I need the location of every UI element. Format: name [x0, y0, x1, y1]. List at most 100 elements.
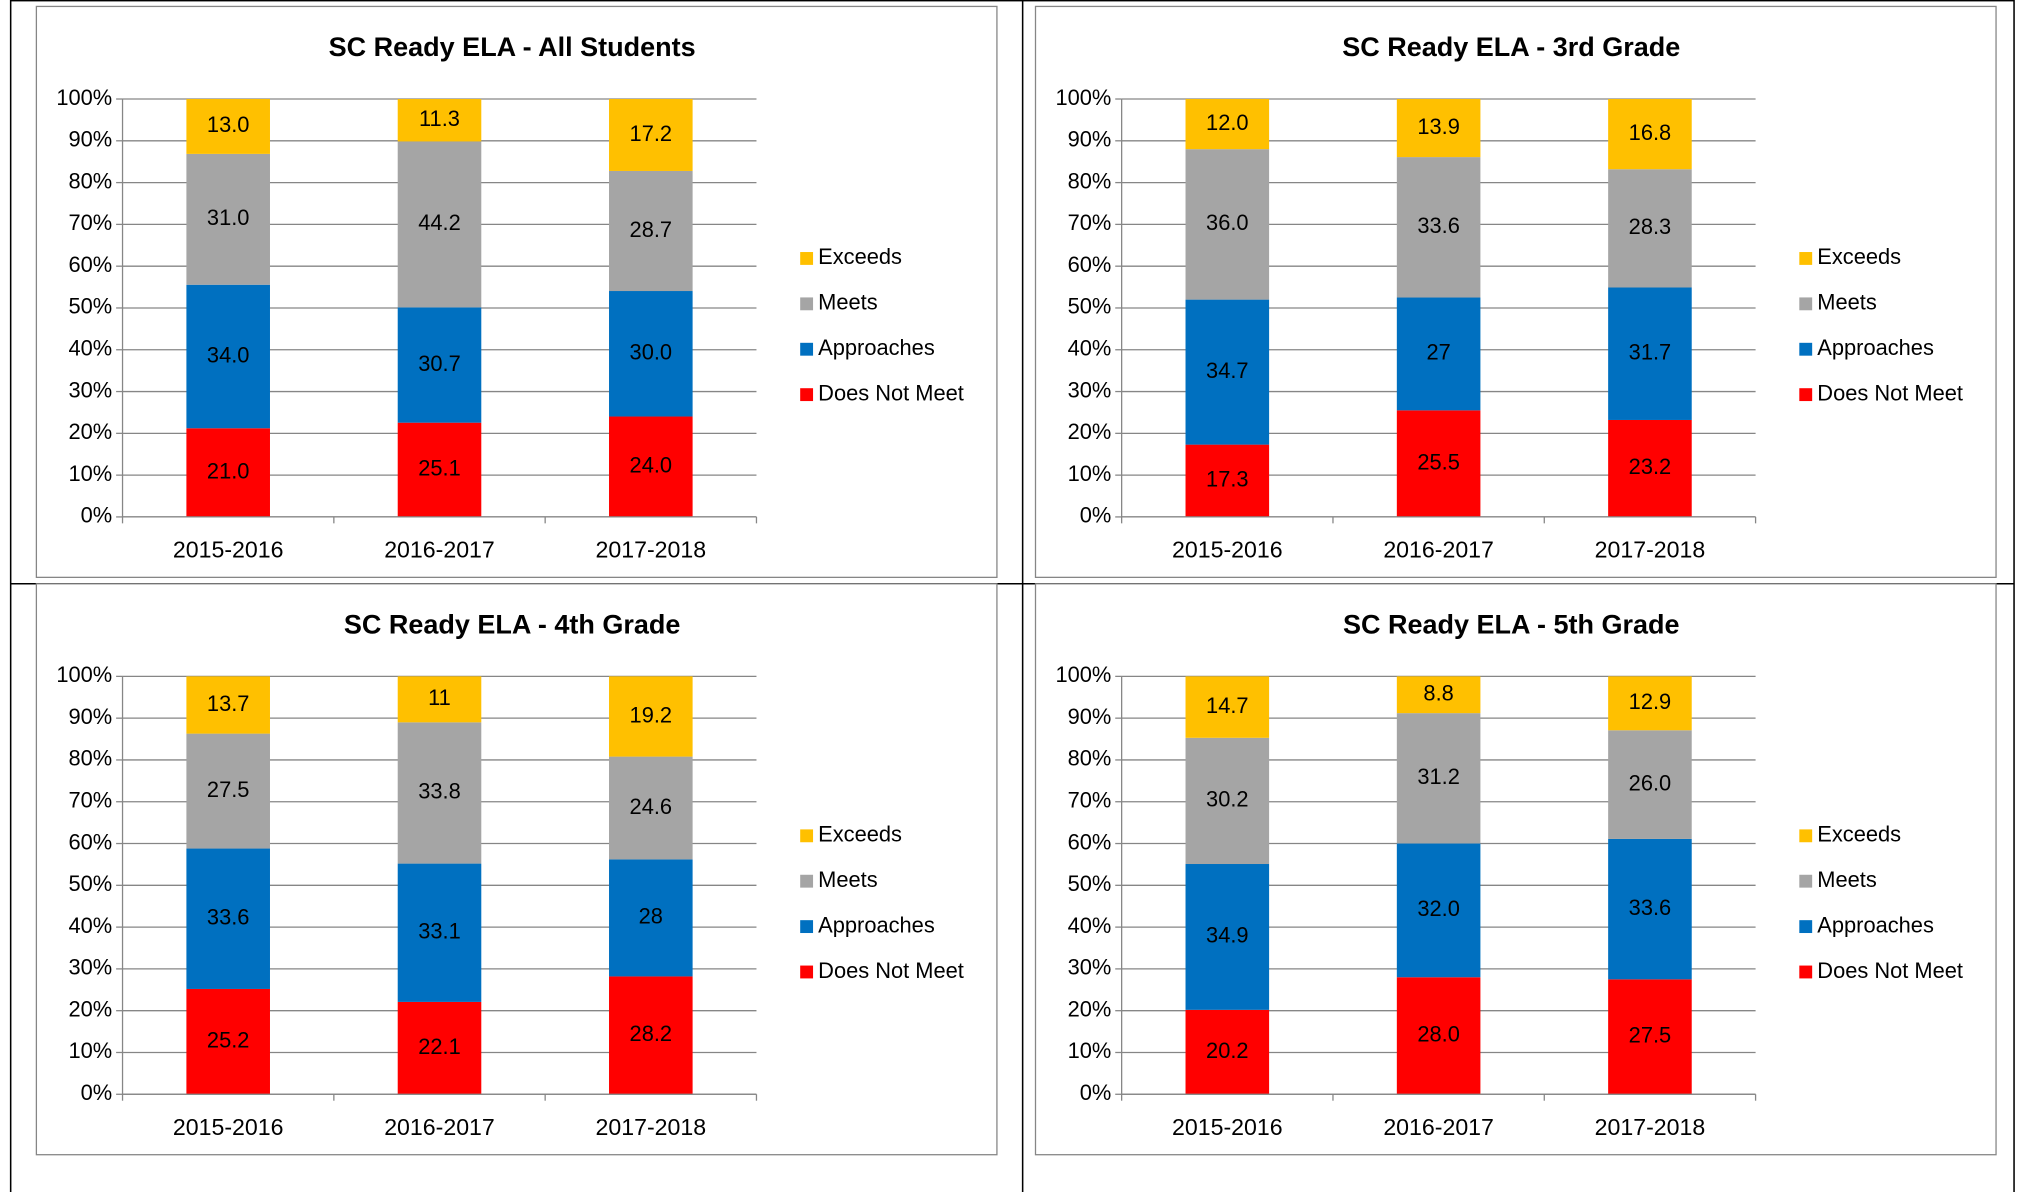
data-label: 28.3 [1629, 214, 1672, 239]
data-label: 31.2 [1417, 764, 1460, 789]
y-tick-label: 40% [1068, 336, 1112, 361]
bar-segment [1396, 99, 1481, 158]
data-label: 30.2 [1206, 787, 1249, 812]
data-label: 25.1 [418, 456, 461, 481]
bar-segment [1608, 676, 1692, 731]
data-label: 27 [1426, 340, 1450, 365]
y-tick-label: 100% [56, 85, 112, 110]
x-tick-label: 2015-2016 [1172, 1114, 1283, 1140]
legend-swatch [800, 920, 814, 934]
legend-label: Approaches [1817, 335, 1934, 360]
legend-label: Exceeds [818, 822, 902, 847]
y-tick-label: 0% [1080, 1080, 1112, 1105]
bar-segment [1396, 843, 1481, 978]
data-label: 12.0 [1206, 110, 1249, 135]
legend-label: Meets [1817, 867, 1877, 892]
y-tick-label: 60% [1068, 829, 1112, 854]
bar-segment [1608, 169, 1692, 288]
bar-segment [1396, 676, 1481, 714]
chart: SC Ready ELA - 5th Grade 0% 10% 20% 30% 40% 50… [1034, 583, 1997, 1156]
legend-swatch [1799, 342, 1813, 356]
data-label: 34.9 [1206, 923, 1249, 948]
bar-segment [397, 422, 482, 517]
bar-segment [186, 428, 270, 517]
data-label: 12.9 [1629, 689, 1672, 714]
legend-swatch [1799, 252, 1813, 265]
data-label: 31.7 [1629, 339, 1672, 364]
data-label: 28.0 [1417, 1022, 1460, 1047]
legend-label: Meets [1817, 290, 1877, 315]
data-label: 33.8 [418, 779, 461, 804]
y-tick-label: 30% [69, 377, 113, 402]
y-tick-label: 90% [1068, 704, 1112, 729]
x-tick-label: 2016-2017 [1383, 1114, 1494, 1140]
legend-swatch [1799, 874, 1813, 888]
legend-swatch [800, 252, 814, 265]
legend-swatch [800, 874, 814, 888]
bar-segment [1185, 1009, 1270, 1095]
chart-title: SC Ready ELA - 4th Grade [344, 609, 681, 639]
data-label: 28 [639, 904, 663, 929]
legend-label: Does Not Meet [818, 958, 964, 983]
y-tick-label: 100% [56, 662, 112, 687]
legend-swatch [1799, 965, 1813, 979]
legend-label: Approaches [818, 335, 935, 360]
chart-title: SC Ready ELA - 3rd Grade [1342, 32, 1680, 62]
data-label: 33.6 [207, 905, 250, 930]
chart: SC Ready ELA - 4th Grade 0% 10% 20% 30% 40% 50… [35, 583, 998, 1156]
bar-segment [1608, 99, 1692, 170]
bar-segment [609, 416, 693, 517]
y-tick-label: 20% [69, 419, 113, 444]
bar-segment [397, 99, 482, 142]
bar-segment [609, 291, 693, 417]
data-label: 11.3 [419, 106, 460, 131]
bar-segment [1185, 737, 1270, 865]
data-label: 25.2 [207, 1027, 250, 1052]
bar-segment [1608, 730, 1692, 839]
data-label: 19.2 [630, 702, 673, 727]
bar-segment [1185, 864, 1270, 1010]
data-label: 32.0 [1417, 896, 1460, 921]
y-tick-label: 40% [1068, 913, 1112, 938]
legend-label: Exceeds [1817, 244, 1901, 269]
bar-segment [1396, 410, 1481, 517]
y-tick-label: 70% [1068, 788, 1112, 813]
data-label: 8.8 [1423, 681, 1453, 706]
data-label: 23.2 [1629, 454, 1672, 479]
bar-segment [609, 976, 693, 1095]
data-label: 34.7 [1206, 358, 1249, 383]
y-tick-label: 70% [69, 788, 113, 813]
y-tick-label: 100% [1055, 85, 1111, 110]
data-label: 24.6 [630, 794, 673, 819]
data-label: 44.2 [418, 210, 461, 235]
bar-segment [1185, 676, 1270, 738]
bar-segment [186, 284, 270, 429]
legend-swatch [800, 829, 814, 843]
y-tick-label: 10% [69, 1038, 113, 1063]
legend-label: Does Not Meet [818, 380, 964, 405]
y-tick-label: 60% [1068, 252, 1112, 277]
legend-label: Meets [818, 290, 878, 315]
y-tick-label: 0% [81, 503, 113, 528]
data-label: 33.1 [418, 919, 461, 944]
bar-segment [609, 676, 693, 757]
legend-label: Does Not Meet [1817, 380, 1963, 405]
y-tick-label: 0% [81, 1080, 113, 1105]
bar-segment [609, 859, 693, 977]
bar-segment [1185, 299, 1270, 445]
bar-segment [397, 141, 482, 308]
legend-label: Approaches [1817, 912, 1934, 937]
bar-segment [1396, 977, 1481, 1095]
data-label: 24.0 [630, 452, 673, 477]
y-tick-label: 20% [1068, 996, 1112, 1021]
data-label: 34.0 [207, 342, 250, 367]
legend-swatch [800, 388, 814, 402]
x-tick-label: 2017-2018 [1595, 1114, 1706, 1140]
data-label: 17.2 [630, 121, 673, 146]
data-label: 31.0 [207, 205, 250, 230]
legend-swatch [1799, 297, 1813, 311]
y-tick-label: 0% [1080, 503, 1112, 528]
y-tick-label: 50% [1068, 294, 1112, 319]
